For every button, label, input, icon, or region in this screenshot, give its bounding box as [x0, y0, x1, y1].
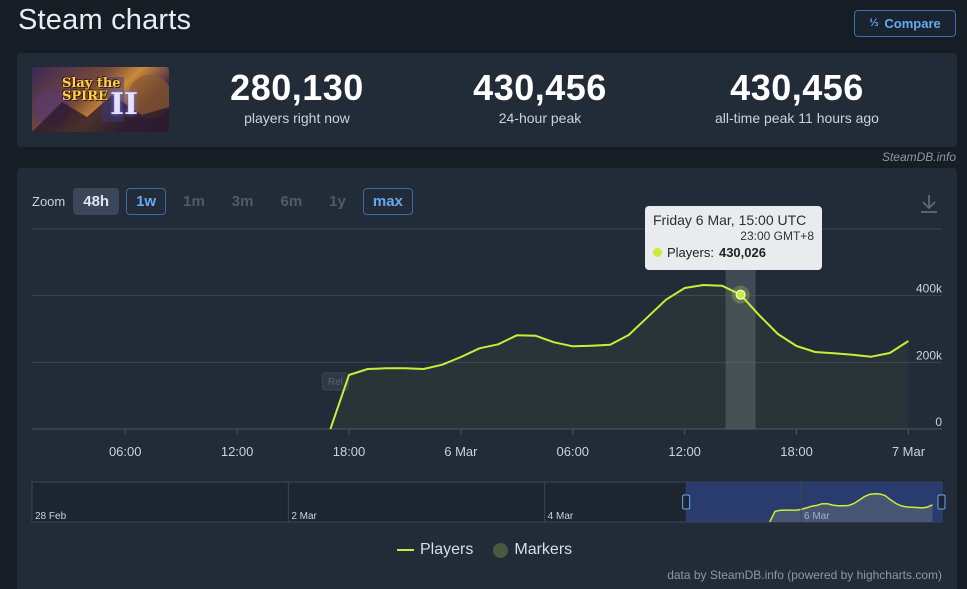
legend-players-label: Players — [420, 541, 474, 558]
marker-flag-label: Rel — [328, 377, 343, 388]
zoom-max-button[interactable]: max — [362, 188, 413, 215]
x-tick-label: 06:00 — [109, 444, 142, 459]
zoom-6m-button[interactable]: 6m — [280, 193, 303, 210]
zoom-3m-button[interactable]: 3m — [231, 193, 254, 210]
navigator-date-label: 2 Mar — [291, 511, 317, 522]
thumbnail-numeral: II — [110, 87, 139, 122]
zoom-1y-button[interactable]: 1y — [329, 193, 346, 210]
y-tick-label: 0 — [935, 415, 942, 429]
x-tick-label: 12:00 — [221, 444, 254, 459]
chart-y-axis: 0 200k 400k — [916, 282, 943, 429]
legend-markers-label: Markers — [514, 541, 573, 558]
zoom-1m-button[interactable]: 1m — [183, 193, 205, 210]
navigator-line — [769, 493, 933, 523]
marker-flag-box — [321, 372, 349, 391]
zoom-label: Zoom — [32, 194, 66, 209]
stat-value: 430,456 — [473, 67, 607, 108]
chart-marker-flags: Rel — [321, 372, 349, 391]
hover-point — [735, 289, 746, 300]
navigator-date-label: 6 Mar — [804, 511, 830, 522]
download-icon[interactable] — [919, 192, 939, 216]
players-chart[interactable]: Rel 06:00 12:00 18:00 6 Mar 06:00 12:00 18:00 7… — [17, 168, 957, 589]
legend-players[interactable]: Players — [397, 541, 473, 559]
tooltip-value: 430,026 — [718, 245, 766, 260]
legend-markers[interactable]: Markers — [493, 541, 572, 559]
stat-value: 430,456 — [730, 67, 864, 108]
stat-value: 280,130 — [230, 67, 364, 108]
stat-24h-peak: 430,456 24-hour peak — [430, 67, 650, 127]
stat-label: players right now — [244, 110, 350, 126]
x-tick-label: 18:00 — [333, 444, 366, 459]
tooltip-date: Friday 6 Mar, 15:00 UTC — [653, 212, 807, 228]
compare-button[interactable]: ⅓ Compare — [854, 10, 956, 37]
tooltip-series-label: Players: — [667, 245, 714, 260]
chart-panel: Zoom 48h 1w 1m 3m 6m 1y max Rel 06:00 12:… — [17, 168, 957, 589]
page-title: Steam charts — [18, 4, 192, 36]
x-tick-label: 12:00 — [668, 444, 701, 459]
navigator-handle — [937, 494, 946, 510]
x-tick-label: 6 Mar — [444, 444, 478, 459]
x-tick-label: 7 Mar — [892, 444, 926, 459]
chart-highlight-band — [725, 259, 756, 429]
y-tick-label: 200k — [916, 348, 943, 362]
tooltip-row: Players: 430,026 — [653, 245, 814, 260]
chart-grid — [32, 228, 942, 430]
stat-current-players: 280,130 players right now — [187, 67, 407, 127]
y-tick-label: 400k — [916, 282, 943, 296]
chart-x-axis: 06:00 12:00 18:00 6 Mar 06:00 12:00 18:00 7 Mar — [109, 429, 926, 459]
chart-legend: Players Markers — [397, 541, 572, 559]
chart-series — [329, 284, 909, 430]
zoom-1w-button[interactable]: 1w — [126, 188, 167, 215]
x-tick-label: 06:00 — [557, 444, 590, 459]
legend-markers-dot-icon — [493, 542, 509, 558]
compare-label: Compare — [884, 16, 941, 31]
credit-steamdb[interactable]: SteamDB.info — [881, 150, 956, 164]
highlight-band — [725, 259, 756, 429]
chart-navigator: 28 Feb 2 Mar 4 Mar 6 Mar — [31, 481, 946, 523]
navigator-date-label: 4 Mar — [548, 511, 574, 522]
stat-label: 24-hour peak — [498, 110, 582, 126]
thumbnail-art — [32, 75, 169, 132]
zoom-48h-button[interactable]: 48h — [73, 188, 120, 215]
legend-players-line-icon — [397, 549, 414, 551]
stat-label: all-time peak 11 hours ago — [715, 110, 879, 126]
x-tick-label: 18:00 — [780, 444, 813, 459]
players-area — [330, 285, 909, 429]
players-line — [329, 284, 909, 430]
game-thumbnail[interactable]: Slay the SPIRE II — [32, 67, 169, 132]
navigator-handle — [682, 494, 691, 510]
chart-tooltip: Friday 6 Mar, 15:00 UTC 23:00 GMT+8 Play… — [645, 206, 822, 270]
navigator-date-label: 28 Feb — [35, 511, 67, 522]
credit-highcharts[interactable]: data by SteamDB.info (powered by highcha… — [667, 568, 942, 582]
thumbnail-title: Slay the SPIRE — [62, 76, 121, 104]
tooltip-local-time: 23:00 GMT+8 — [740, 229, 814, 243]
stats-panel: Slay the SPIRE II 280,130 players right … — [17, 53, 957, 147]
zoom-bar: Zoom 48h 1w 1m 3m 6m 1y max — [32, 188, 413, 215]
stat-all-time-peak: 430,456 all-time peak 11 hours ago — [687, 67, 907, 127]
compare-icon: ⅓ — [869, 17, 879, 29]
tooltip-series-dot — [653, 248, 662, 257]
